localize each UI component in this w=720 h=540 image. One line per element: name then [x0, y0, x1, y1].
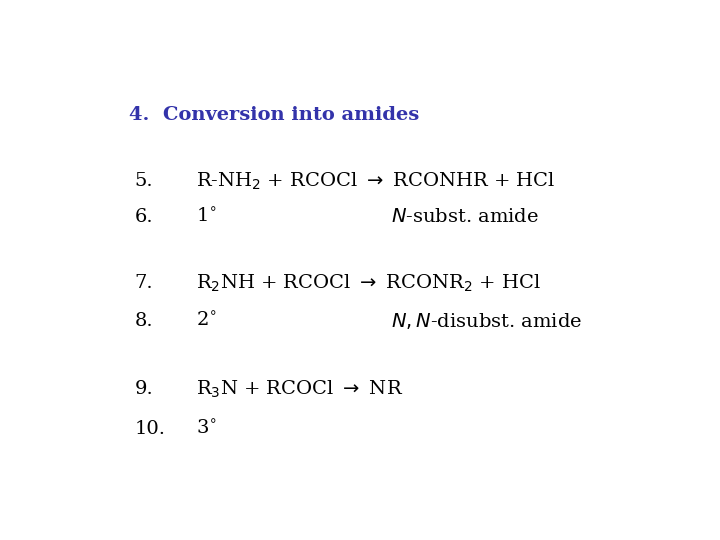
Text: $\mathit{N,N}$-disubst. amide: $\mathit{N,N}$-disubst. amide: [392, 310, 582, 330]
Text: $\mathit{N}$-subst. amide: $\mathit{N}$-subst. amide: [392, 207, 539, 226]
Text: 2$^{\circ}$: 2$^{\circ}$: [196, 311, 217, 330]
Text: 6.: 6.: [135, 207, 153, 226]
Text: 10.: 10.: [135, 420, 166, 437]
Text: R$_{3}$N + RCOCl $\rightarrow$ NR: R$_{3}$N + RCOCl $\rightarrow$ NR: [196, 379, 403, 400]
Text: 7.: 7.: [135, 274, 153, 292]
Text: 8.: 8.: [135, 312, 153, 329]
Text: R-NH$_{2}$ + RCOCl $\rightarrow$ RCONHR + HCl: R-NH$_{2}$ + RCOCl $\rightarrow$ RCONHR …: [196, 171, 555, 192]
Text: 1$^{\circ}$: 1$^{\circ}$: [196, 207, 217, 226]
Text: 9.: 9.: [135, 380, 153, 398]
Text: R$_{2}$NH + RCOCl $\rightarrow$ RCONR$_{2}$ + HCl: R$_{2}$NH + RCOCl $\rightarrow$ RCONR$_{…: [196, 273, 541, 294]
Text: 5.: 5.: [135, 172, 153, 190]
Text: 4.  Conversion into amides: 4. Conversion into amides: [129, 106, 419, 124]
Text: 3$^{\circ}$: 3$^{\circ}$: [196, 419, 217, 438]
